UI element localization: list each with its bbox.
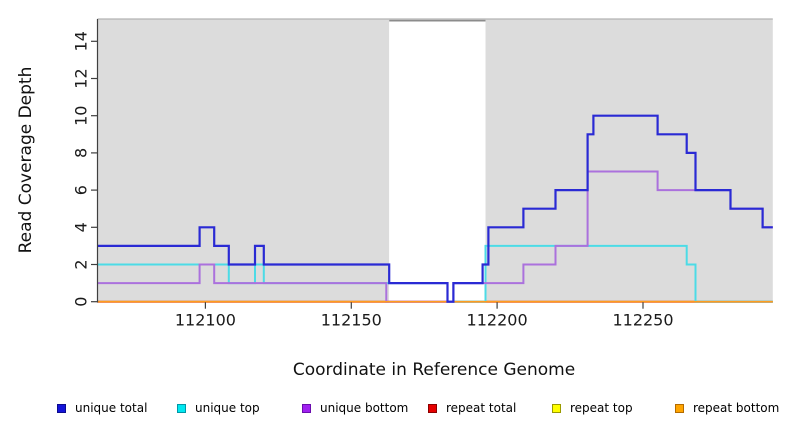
y-axis-title: Read Coverage Depth [16,67,36,254]
svg-text:10: 10 [72,106,91,126]
plot-area: 0 2 4 6 8 10 12 14 112100 112150 112200 112250 [72,18,773,330]
svg-text:4: 4 [72,222,91,232]
x-axis-title: Coordinate in Reference Genome [293,360,575,380]
svg-text:112100: 112100 [175,311,236,330]
svg-text:112200: 112200 [467,311,528,330]
svg-text:6: 6 [72,185,91,195]
svg-text:112250: 112250 [612,311,673,330]
svg-text:14: 14 [72,31,91,51]
svg-text:12: 12 [72,68,91,88]
svg-text:0: 0 [72,297,91,307]
svg-text:112150: 112150 [321,311,382,330]
svg-text:8: 8 [72,148,91,158]
svg-text:2: 2 [72,259,91,269]
